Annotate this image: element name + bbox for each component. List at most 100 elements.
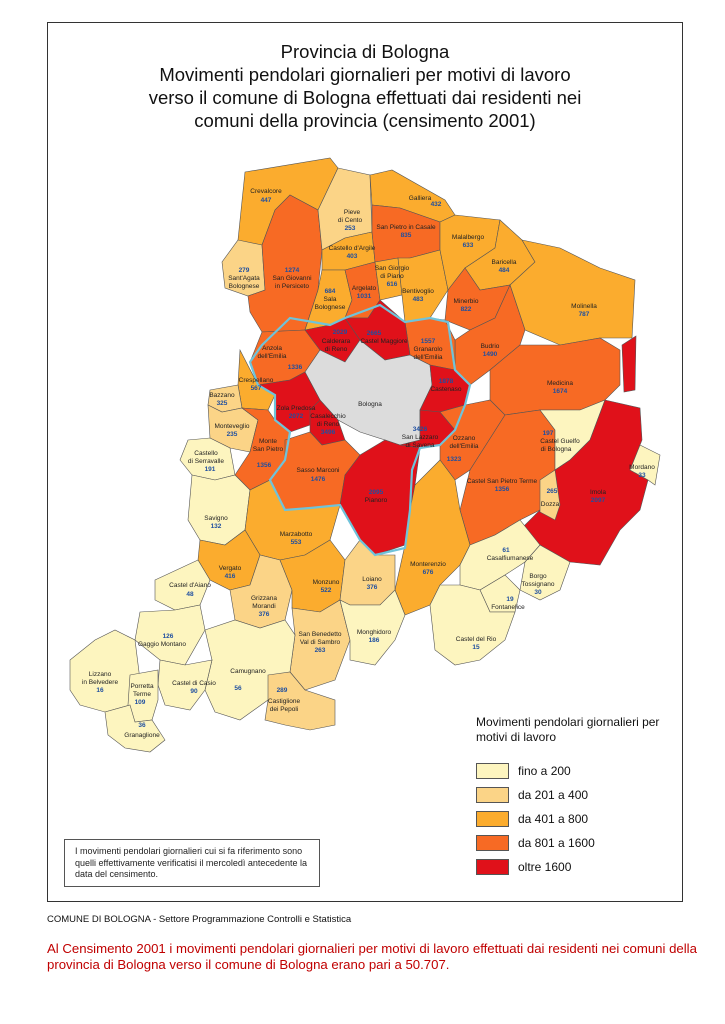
value-dozza: 265: [547, 488, 558, 495]
label-fontanelice: Fontanelice: [491, 604, 525, 611]
label-persiceto-2: in Persiceto: [275, 283, 309, 290]
map-title: Provincia di Bologna Movimenti pendolari…: [47, 40, 683, 132]
label-calderara-2: di Reno: [325, 346, 348, 353]
label-ozzano-1: Ozzano: [453, 435, 476, 442]
title-line-4: comuni della provincia (censimento 2001): [194, 110, 536, 131]
label-serravalle-1: Castello: [194, 450, 218, 457]
label-anzola-1: Anzola: [262, 345, 282, 352]
value-castenaso: 1878: [439, 378, 454, 385]
value-castelmaggiore: 2665: [367, 330, 382, 337]
label-minerbio: Minerbio: [454, 298, 479, 305]
label-medicina: Medicina: [547, 380, 573, 387]
value-santagata: 279: [239, 267, 250, 274]
municipality-shapes: [69, 157, 661, 753]
label-argile: Castello d'Argile: [329, 245, 376, 252]
legend-swatch: [476, 787, 509, 803]
label-serravalle-2: di Serravalle: [188, 458, 225, 465]
label-crespellano: Crespellano: [239, 377, 274, 384]
value-ozzano: 1323: [447, 456, 462, 463]
value-mordano: 33: [638, 472, 646, 479]
value-malalbergo: 633: [463, 242, 474, 249]
label-imola: Imola: [590, 489, 606, 496]
label-casteldaiano: Castel d'Aiano: [169, 582, 211, 589]
value-monteveglio: 235: [227, 431, 238, 438]
value-bentivoglio: 483: [413, 296, 424, 303]
value-lizzano: 16: [96, 687, 104, 694]
value-baricella: 484: [499, 267, 510, 274]
label-sasso: Sasso Marconi: [297, 467, 340, 474]
value-monghidoro: 186: [369, 637, 380, 644]
label-marzabotto: Marzabotto: [280, 531, 313, 538]
metropolitan-belt-border: [248, 303, 472, 557]
label-casteldicasio: Castel di Casio: [172, 680, 216, 687]
label-montesanpietro-2: San Pietro: [253, 446, 284, 453]
label-granarolo-2: dell'Emilia: [413, 354, 442, 361]
legend-item: da 201 a 400: [476, 783, 676, 807]
label-dozza: Dozza: [541, 501, 560, 508]
title-line-1: Provincia di Bologna: [280, 41, 450, 62]
area-gaggio: [134, 604, 206, 666]
label-castelmaggiore: Castel Maggiore: [360, 338, 408, 345]
label-sangiorgio-1: San Giorgio: [375, 265, 410, 272]
value-gaggio: 126: [163, 633, 174, 640]
label-sanlazzaro-1: San Lazzaro: [402, 434, 439, 441]
value-galliera: 432: [431, 201, 442, 208]
value-casalfiumanese: 61: [502, 547, 510, 554]
label-calderara-1: Calderara: [322, 338, 351, 345]
label-sangiorgio-2: di Piano: [380, 273, 404, 280]
label-santagata-1: Sant'Agata: [228, 275, 260, 282]
value-pieve: 253: [345, 225, 356, 232]
value-sangiorgio: 616: [387, 281, 398, 288]
label-savigno: Savigno: [204, 515, 228, 522]
label-pieve-2: di Cento: [338, 217, 363, 224]
label-porretta-2: Terme: [133, 691, 151, 698]
value-granarolo: 1557: [421, 338, 436, 345]
area-casalfiumanese: [459, 519, 541, 591]
value-castelguelfo: 197: [543, 430, 554, 437]
value-sanlazzaro: 3426: [413, 426, 428, 433]
value-fontanelice: 19: [506, 596, 514, 603]
label-granaglione: Granaglione: [124, 732, 160, 739]
value-budrio: 1490: [483, 351, 498, 358]
label-castelguelfo-2: di Bologna: [541, 446, 572, 453]
value-marzabotto: 553: [291, 539, 302, 546]
legend-swatch: [476, 763, 509, 779]
legend-title: Movimenti pendolari giornalieri per moti…: [476, 715, 660, 744]
area-castiglione: [264, 671, 336, 731]
label-malalbergo: Malalbergo: [452, 234, 485, 241]
area-mordano: [629, 444, 661, 486]
label-monteveglio: Monteveglio: [214, 423, 249, 430]
value-casteldicasio: 90: [190, 688, 198, 695]
label-lizzano-1: Lizzano: [89, 671, 112, 678]
label-grizzana-1: Grizzana: [251, 595, 277, 602]
value-grizzana: 376: [259, 611, 270, 618]
legend-swatch: [476, 859, 509, 875]
value-argelato: 1031: [357, 293, 372, 300]
title-line-2: Movimenti pendolari giornalieri per moti…: [159, 64, 571, 85]
value-serravalle: 191: [205, 466, 216, 473]
map-legend: Movimenti pendolari giornalieri per moti…: [476, 715, 676, 879]
label-mordano: Mordano: [629, 464, 655, 471]
value-zola: 2072: [289, 413, 304, 420]
value-vergato: 416: [225, 573, 236, 580]
label-castelsanpietro: Castel San Pietro Terme: [467, 478, 538, 485]
value-sasso: 1476: [311, 476, 326, 483]
value-savigno: 132: [211, 523, 222, 530]
value-sala: 684: [325, 288, 336, 295]
value-anzola: 1336: [288, 364, 303, 371]
label-sanlazzaro-2: di Savena: [406, 442, 435, 449]
label-loiano: Loiano: [362, 576, 382, 583]
label-galliera: Galliera: [409, 195, 432, 202]
value-medicina: 1674: [553, 388, 568, 395]
value-crevalcore: 447: [261, 197, 272, 204]
legend-label: da 401 a 800: [518, 812, 589, 826]
label-camugnano: Camugnano: [230, 668, 266, 675]
label-grizzana-2: Morandi: [252, 603, 275, 610]
label-borgotossignano-1: Borgo: [529, 573, 547, 580]
label-castiglione-2: dei Pepoli: [270, 706, 299, 713]
value-sanbenedetto: 263: [315, 647, 326, 654]
label-sanbenedetto-2: Val di Sambro: [300, 639, 341, 646]
value-pianoro: 2095: [369, 489, 384, 496]
label-santagata-2: Bolognese: [229, 283, 260, 290]
